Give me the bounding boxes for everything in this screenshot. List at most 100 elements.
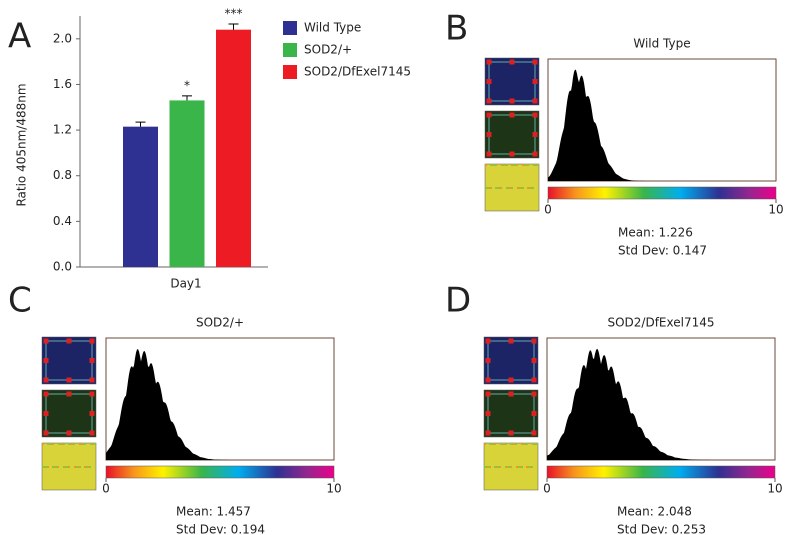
roi-handle	[486, 98, 492, 104]
thumbnail	[41, 389, 97, 438]
thumbnail-speckle	[511, 164, 513, 166]
roi-handle	[89, 430, 95, 436]
roi-handle	[508, 338, 514, 344]
panel-letter: B	[445, 9, 468, 49]
legend-label: Wild Type	[304, 21, 361, 35]
roi-handle	[486, 151, 492, 157]
roi-handle	[486, 79, 492, 84]
thumbnail-speckle	[517, 187, 519, 189]
thumbnail-speckle	[526, 466, 528, 468]
thumbnail-speckle	[522, 164, 524, 166]
histogram	[547, 348, 775, 460]
thumbnail	[484, 110, 540, 159]
colorbar	[547, 186, 777, 200]
thumbnail-speckle	[490, 164, 492, 166]
thumbnail-speckle	[485, 164, 487, 166]
roi-handle	[532, 79, 538, 84]
thumbnail	[41, 336, 97, 385]
roi-handle	[531, 338, 537, 344]
roi-handle	[508, 391, 514, 397]
stat-label: Mean: 2.048	[617, 505, 692, 519]
panel-letter: D	[445, 281, 471, 321]
roi-handle	[486, 59, 492, 65]
y-tick-label: 0.8	[53, 168, 72, 182]
roi-handle	[486, 112, 492, 118]
roi-handle	[532, 98, 538, 104]
roi-handle	[66, 391, 72, 397]
roi-handle	[531, 411, 537, 416]
thumbnail-speckle	[52, 466, 54, 468]
roi-handle	[66, 430, 72, 436]
stat-label: Std Dev: 0.194	[176, 523, 265, 535]
thumbnail-speckle	[485, 187, 487, 189]
thumbnail-speckle	[484, 443, 486, 445]
histogram-title: SOD2/+	[196, 316, 244, 330]
roi-handle	[509, 98, 515, 104]
roi-handle	[532, 132, 538, 137]
thumbnail-speckle	[510, 443, 512, 445]
histogram-title: Wild Type	[633, 37, 690, 51]
thumbnail-speckle	[58, 443, 60, 445]
stat-label: Std Dev: 0.253	[617, 523, 706, 535]
roi-handle	[43, 411, 49, 416]
x-tick-label: 0	[102, 482, 110, 496]
roi-handle	[509, 59, 515, 65]
roi-handle	[43, 338, 49, 344]
histogram	[548, 69, 776, 181]
roi-handle	[531, 377, 537, 383]
thumbnail	[483, 389, 539, 438]
y-tick-label: 1.6	[53, 77, 72, 91]
roi-handle	[43, 391, 49, 397]
bar	[123, 126, 158, 267]
legend-label: SOD2/DfExel7145	[304, 65, 411, 79]
roi-handle	[485, 430, 491, 436]
roi-handle	[532, 151, 538, 157]
roi-handle	[89, 338, 95, 344]
thumbnail-speckle	[489, 443, 491, 445]
thumbnail-speckle	[68, 443, 70, 445]
roi-handle	[43, 430, 49, 436]
thumbnail-speckle	[74, 466, 76, 468]
bar	[169, 100, 205, 267]
roi-handle	[66, 338, 72, 344]
x-tick-label: 10	[768, 203, 783, 217]
roi-handle	[89, 391, 95, 397]
roi-handle	[531, 430, 537, 436]
colorbar	[546, 465, 776, 479]
thumbnail-speckle	[500, 443, 502, 445]
colorbar	[105, 465, 335, 479]
thumbnail-speckle	[47, 443, 49, 445]
thumbnail-speckle	[521, 443, 523, 445]
roi-handle	[532, 59, 538, 65]
thumbnail-speckle	[42, 443, 44, 445]
thumbnail-speckle	[505, 466, 507, 468]
legend-label: SOD2/+	[304, 43, 352, 57]
roi-handle	[89, 377, 95, 383]
x-tick-label: Day1	[170, 277, 201, 291]
thumbnail-speckle	[533, 164, 535, 166]
thumbnail-speckle	[484, 466, 486, 468]
roi-handle	[508, 377, 514, 383]
histogram-title: SOD2/DfExel7145	[607, 316, 714, 330]
thumbnail-speckle	[501, 164, 503, 166]
roi-handle	[509, 112, 515, 118]
roi-handle	[486, 132, 492, 137]
stat-label: Std Dev: 0.147	[618, 244, 707, 258]
y-tick-label: 1.2	[53, 123, 72, 137]
thumbnail-speckle	[532, 443, 534, 445]
stat-label: Mean: 1.226	[618, 226, 693, 240]
roi-handle	[485, 338, 491, 344]
thumbnail-speckle	[506, 187, 508, 189]
significance: ***	[225, 6, 243, 20]
y-tick-label: 0.4	[53, 214, 72, 228]
thumbnail-speckle	[516, 466, 518, 468]
x-tick-label: 0	[544, 203, 552, 217]
roi-handle	[89, 411, 95, 416]
roi-handle	[508, 430, 514, 436]
histogram	[106, 349, 334, 460]
x-tick-label: 0	[543, 482, 551, 496]
thumbnail	[484, 57, 540, 106]
legend-swatch	[283, 43, 297, 57]
legend-swatch	[283, 21, 297, 35]
